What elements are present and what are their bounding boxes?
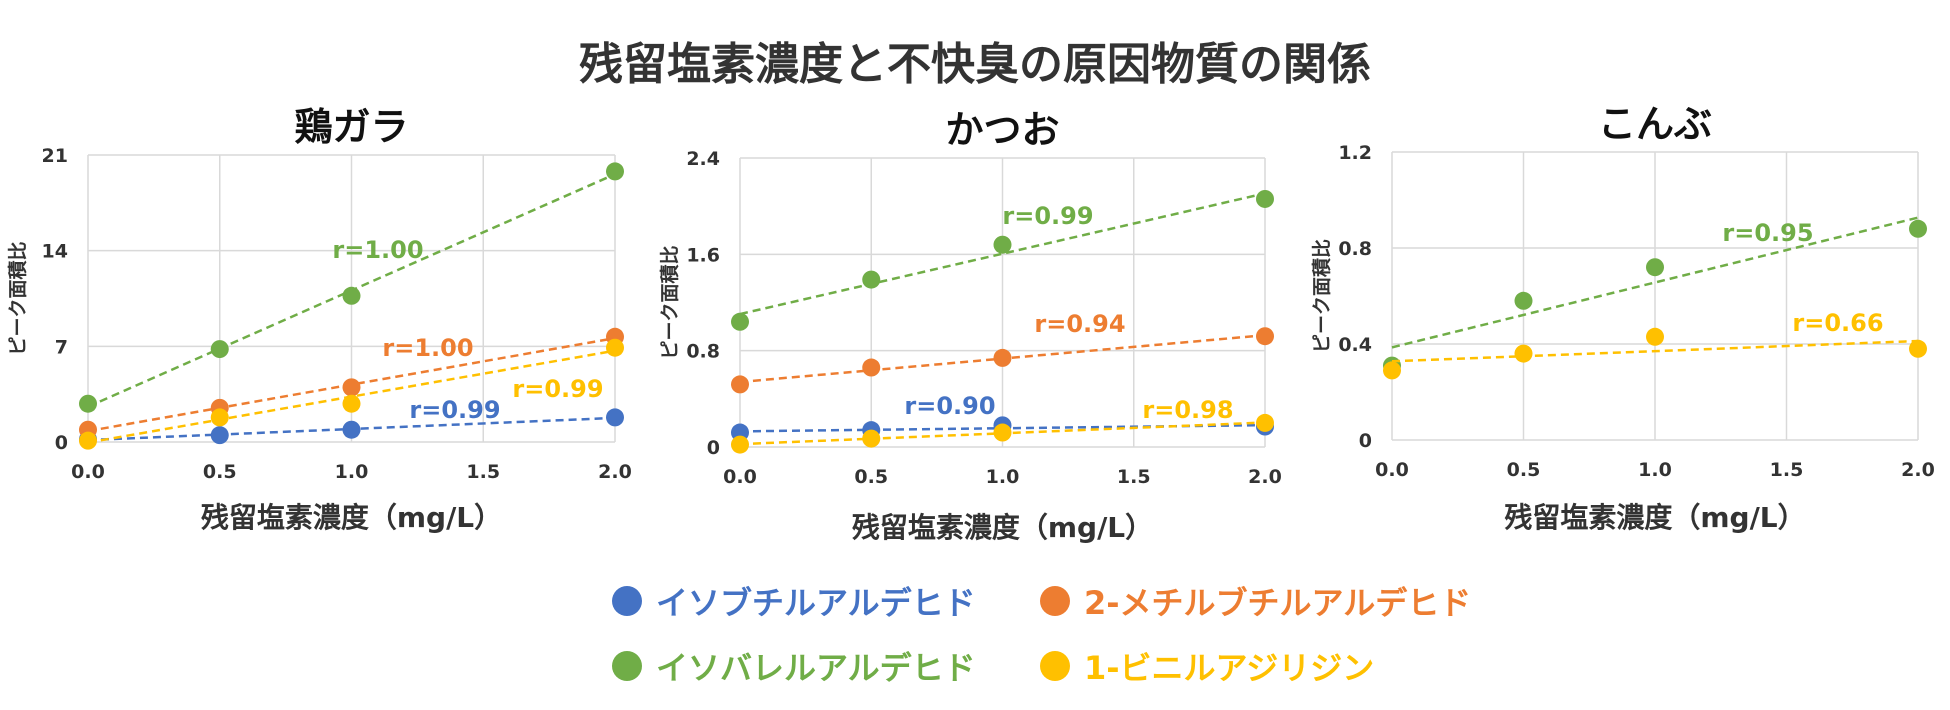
legend-label: 2-メチルブチルアルデヒド xyxy=(1084,584,1472,622)
y-axis-label: ピーク面積比 xyxy=(1310,239,1333,353)
data-point xyxy=(993,348,1012,367)
legend-item: 1-ビニルアジリジン xyxy=(1040,643,1374,689)
x-tick-label: 2.0 xyxy=(598,461,632,483)
x-tick-label: 1.5 xyxy=(466,461,500,483)
legend-item: イソバレルアルデヒド xyxy=(612,643,976,689)
y-tick-label: 1.6 xyxy=(686,244,720,266)
correlation-label: r=0.98 xyxy=(1142,396,1233,424)
x-tick-label: 2.0 xyxy=(1248,466,1282,488)
data-point xyxy=(1514,291,1533,310)
y-tick-label: 0.8 xyxy=(1338,238,1372,260)
correlation-label: r=1.00 xyxy=(382,334,473,362)
data-point xyxy=(862,429,881,448)
data-point xyxy=(210,340,229,359)
data-point xyxy=(731,375,749,394)
legend-label: イソブチルアルデヒド xyxy=(656,584,976,622)
data-point xyxy=(1383,361,1401,380)
data-point xyxy=(342,378,361,397)
data-point xyxy=(1256,327,1274,346)
correlation-label: r=0.90 xyxy=(904,392,995,420)
y-tick-label: 0 xyxy=(707,437,720,459)
data-point xyxy=(79,394,97,413)
x-tick-label: 0.0 xyxy=(71,461,105,483)
data-point xyxy=(342,286,361,305)
chart-title: かつお xyxy=(945,108,1059,152)
legend-marker xyxy=(612,651,642,681)
correlation-label: r=0.99 xyxy=(409,396,500,424)
x-tick-label: 1.0 xyxy=(335,461,369,483)
correlation-label: r=0.95 xyxy=(1722,219,1813,247)
correlation-label: r=0.94 xyxy=(1034,310,1125,338)
correlation-label: r=0.99 xyxy=(512,375,603,403)
legend-marker xyxy=(1040,651,1070,681)
trendline xyxy=(739,192,1266,316)
x-tick-label: 1.5 xyxy=(1117,466,1151,488)
data-point xyxy=(1514,344,1533,363)
data-point xyxy=(993,423,1012,442)
data-point xyxy=(1256,189,1274,208)
data-point xyxy=(862,270,881,289)
chart-title: こんぶ xyxy=(1598,102,1712,146)
y-axis-label: ピーク面積比 xyxy=(6,241,29,355)
trendline xyxy=(1391,339,1919,363)
y-tick-label: 21 xyxy=(42,145,68,167)
legend-item: イソブチルアルデヒド xyxy=(612,578,976,624)
y-tick-label: 0.4 xyxy=(1338,334,1372,356)
x-tick-label: 0.5 xyxy=(203,461,237,483)
data-point xyxy=(79,431,97,450)
data-point xyxy=(731,435,749,454)
x-axis-label: 残留塩素濃度（mg/L） xyxy=(201,501,502,534)
data-point xyxy=(731,312,749,331)
y-tick-label: 0.8 xyxy=(686,341,720,363)
legend-marker xyxy=(612,586,642,616)
data-point xyxy=(1646,258,1664,277)
correlation-label: r=0.66 xyxy=(1792,309,1883,337)
data-point xyxy=(1909,219,1927,238)
y-tick-label: 14 xyxy=(42,241,68,263)
legend-label: 1-ビニルアジリジン xyxy=(1084,649,1375,687)
legend-label: イソバレルアルデヒド xyxy=(656,649,976,687)
chart-title: 鶏ガラ xyxy=(294,105,408,149)
data-point xyxy=(342,394,361,413)
data-point xyxy=(993,235,1012,254)
data-point xyxy=(606,162,624,181)
x-tick-label: 0.5 xyxy=(854,466,888,488)
data-point xyxy=(862,358,881,377)
correlation-label: r=0.99 xyxy=(1002,202,1093,230)
data-point xyxy=(1646,327,1664,346)
legend-marker xyxy=(1040,586,1070,616)
data-point xyxy=(342,420,361,439)
x-axis-label: 残留塩素濃度（mg/L） xyxy=(1504,501,1805,534)
data-point xyxy=(606,408,624,427)
data-point xyxy=(1256,413,1274,432)
x-tick-label: 0.0 xyxy=(723,466,757,488)
y-tick-label: 0 xyxy=(55,432,68,454)
y-tick-label: 1.2 xyxy=(1338,142,1372,164)
correlation-label: r=1.00 xyxy=(332,236,423,264)
y-tick-label: 0 xyxy=(1359,430,1372,452)
x-tick-label: 1.5 xyxy=(1770,459,1804,481)
x-axis-label: 残留塩素濃度（mg/L） xyxy=(852,511,1153,544)
data-point xyxy=(1909,339,1927,358)
y-tick-label: 7 xyxy=(55,336,68,358)
x-tick-label: 0.0 xyxy=(1375,459,1409,481)
y-axis-label: ピーク面積比 xyxy=(658,245,681,359)
x-tick-label: 1.0 xyxy=(1638,459,1672,481)
x-tick-label: 0.5 xyxy=(1507,459,1541,481)
legend-item: 2-メチルブチルアルデヒド xyxy=(1040,578,1471,624)
x-tick-label: 2.0 xyxy=(1901,459,1935,481)
data-point xyxy=(606,338,624,357)
data-point xyxy=(210,426,229,445)
y-tick-label: 2.4 xyxy=(686,148,720,170)
data-point xyxy=(210,408,229,427)
x-tick-label: 1.0 xyxy=(986,466,1020,488)
main-title: 残留塩素濃度と不快臭の原因物質の関係 xyxy=(579,39,1371,90)
